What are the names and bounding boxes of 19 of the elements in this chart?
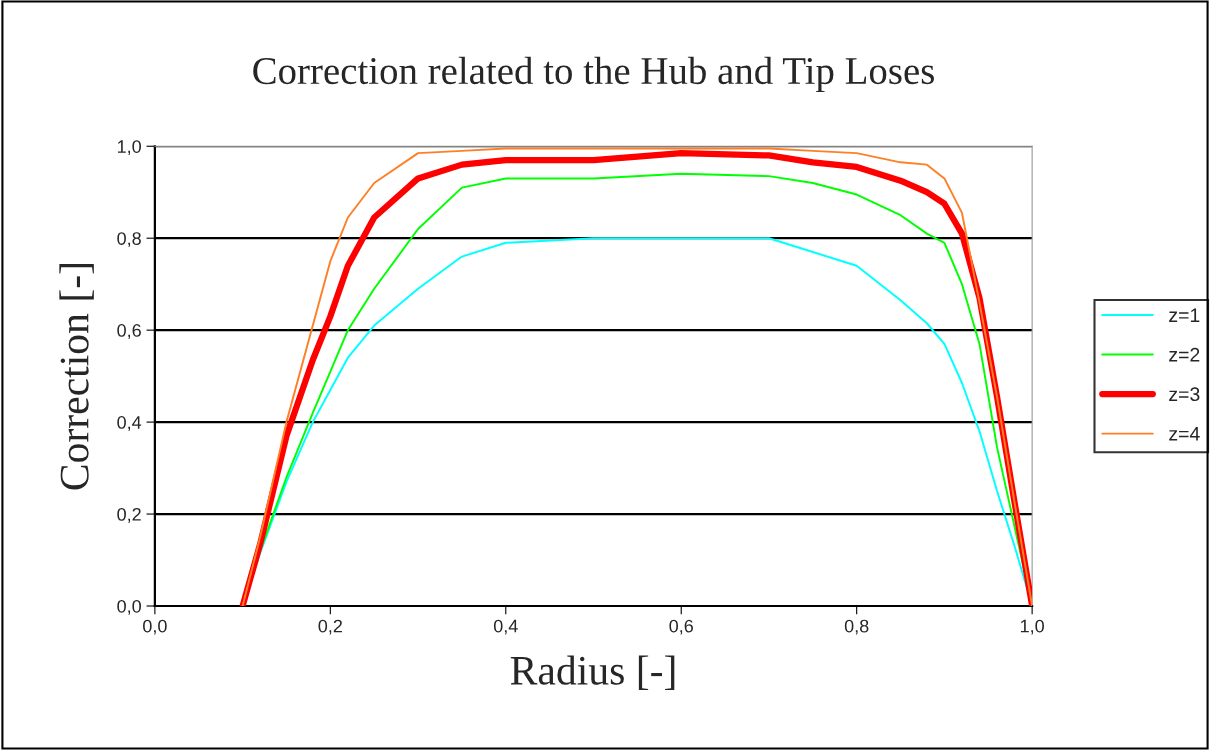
chart-title: Correction related to the Hub and Tip Loses bbox=[253, 56, 934, 93]
x-tick-label: 0,0 bbox=[143, 619, 167, 635]
y-axis-title: Correction [-] bbox=[59, 264, 94, 490]
x-tick-label: 0,6 bbox=[669, 619, 693, 635]
y-tick-label: 0,0 bbox=[117, 599, 141, 615]
x-tick-label: 1,0 bbox=[1020, 619, 1044, 635]
legend-label: z=4 bbox=[1169, 427, 1200, 441]
x-tick-label: 0,2 bbox=[318, 619, 342, 635]
y-tick-label: 0,6 bbox=[117, 324, 141, 339]
y-tick-label: 0,8 bbox=[117, 232, 141, 248]
legend-label: z=3 bbox=[1169, 387, 1200, 402]
legend-label: z=2 bbox=[1169, 347, 1200, 362]
y-tick-label: 0,2 bbox=[117, 507, 141, 523]
y-tick-label: 0,4 bbox=[117, 416, 142, 431]
y-tick-label: 1,0 bbox=[117, 140, 141, 156]
x-axis-title: Radius [-] bbox=[510, 655, 675, 690]
legend-label: z=1 bbox=[1169, 308, 1200, 322]
x-tick-label: 0,8 bbox=[844, 619, 869, 635]
x-tick-label: 0,4 bbox=[493, 619, 518, 635]
